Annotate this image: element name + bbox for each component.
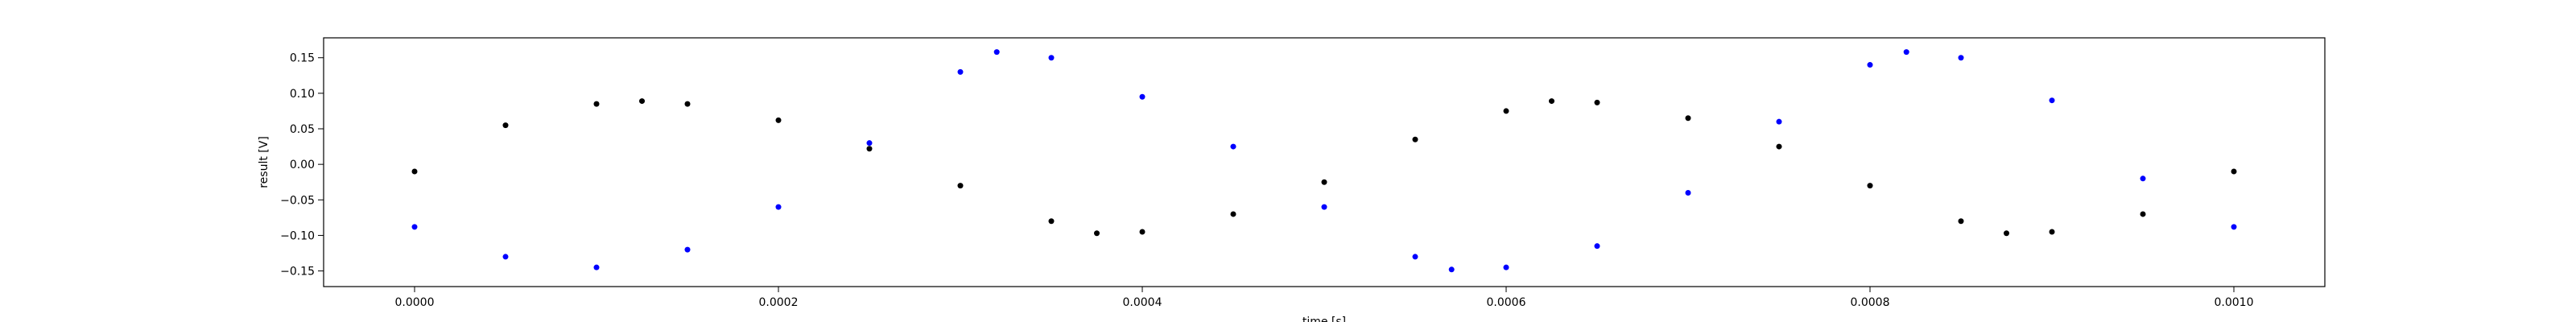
data-point xyxy=(502,122,509,129)
data-point xyxy=(2231,168,2237,175)
data-point xyxy=(993,49,1000,56)
x-axis-label: time [s] xyxy=(1302,316,1346,322)
data-point xyxy=(1776,118,1782,125)
data-point xyxy=(1685,189,1691,196)
y-tick-label: 0.15 xyxy=(290,52,315,65)
data-point xyxy=(1230,143,1236,150)
data-point xyxy=(1958,218,1964,225)
y-tick-label: −0.10 xyxy=(280,229,315,242)
series-1 xyxy=(411,98,2237,237)
y-tick-label: −0.15 xyxy=(280,266,315,279)
data-point xyxy=(1139,93,1146,100)
data-point xyxy=(2140,211,2146,217)
data-point xyxy=(1048,55,1055,61)
x-tick-label: 0.0006 xyxy=(1487,296,1526,309)
data-point xyxy=(502,254,509,260)
data-point xyxy=(1594,99,1600,105)
data-point xyxy=(1321,204,1327,210)
x-tick-label: 0.0004 xyxy=(1123,296,1162,309)
data-point xyxy=(1412,136,1418,142)
data-point xyxy=(1139,229,1146,235)
data-point xyxy=(1412,254,1418,260)
data-point xyxy=(1230,211,1236,217)
x-tick-label: 0.0000 xyxy=(395,296,435,309)
y-tick-label: 0.00 xyxy=(290,159,315,171)
data-point xyxy=(411,168,418,175)
data-point xyxy=(1549,98,1554,105)
x-tick-label: 0.0008 xyxy=(1851,296,1890,309)
data-point xyxy=(866,140,873,147)
data-point xyxy=(957,183,964,189)
plot-frame xyxy=(323,37,2326,287)
y-axis-label: result [V] xyxy=(258,136,270,188)
data-point xyxy=(593,101,600,107)
series-2 xyxy=(411,49,2237,273)
data-point xyxy=(639,98,645,105)
data-point xyxy=(1958,55,1964,61)
data-point xyxy=(684,101,691,107)
data-point xyxy=(411,224,418,230)
x-axis: 0.0000 0.0002 0.0004 0.0006 0.0008 0.0010 xyxy=(395,287,2254,309)
y-tick-label: 0.05 xyxy=(290,123,315,136)
x-tick-label: 0.0010 xyxy=(2215,296,2254,309)
y-tick-label: 0.10 xyxy=(290,88,315,101)
data-point xyxy=(1776,143,1782,150)
y-tick-label: −0.05 xyxy=(280,194,315,207)
data-point xyxy=(1685,115,1691,122)
data-point xyxy=(593,264,600,270)
data-point xyxy=(1867,183,1873,189)
data-point xyxy=(1321,179,1327,185)
data-point xyxy=(1048,218,1055,225)
data-point xyxy=(775,204,782,210)
data-point xyxy=(1867,62,1873,68)
data-point xyxy=(957,68,964,75)
data-marks xyxy=(411,49,2237,273)
data-point xyxy=(1903,49,1909,56)
data-point xyxy=(775,117,782,123)
data-point xyxy=(2049,229,2055,235)
x-tick-label: 0.0002 xyxy=(759,296,799,309)
y-axis: −0.15 −0.10 −0.05 0.00 0.05 0.10 0.15 xyxy=(280,52,324,279)
data-point xyxy=(2231,224,2237,230)
data-point xyxy=(684,246,691,253)
data-point xyxy=(1448,266,1455,273)
data-point xyxy=(866,146,873,152)
data-point xyxy=(1503,108,1509,114)
data-point xyxy=(1094,230,1100,237)
data-point xyxy=(1594,243,1600,250)
data-point xyxy=(1503,264,1509,270)
data-point xyxy=(2004,230,2009,237)
data-point xyxy=(2049,97,2055,104)
data-point xyxy=(2140,175,2146,182)
